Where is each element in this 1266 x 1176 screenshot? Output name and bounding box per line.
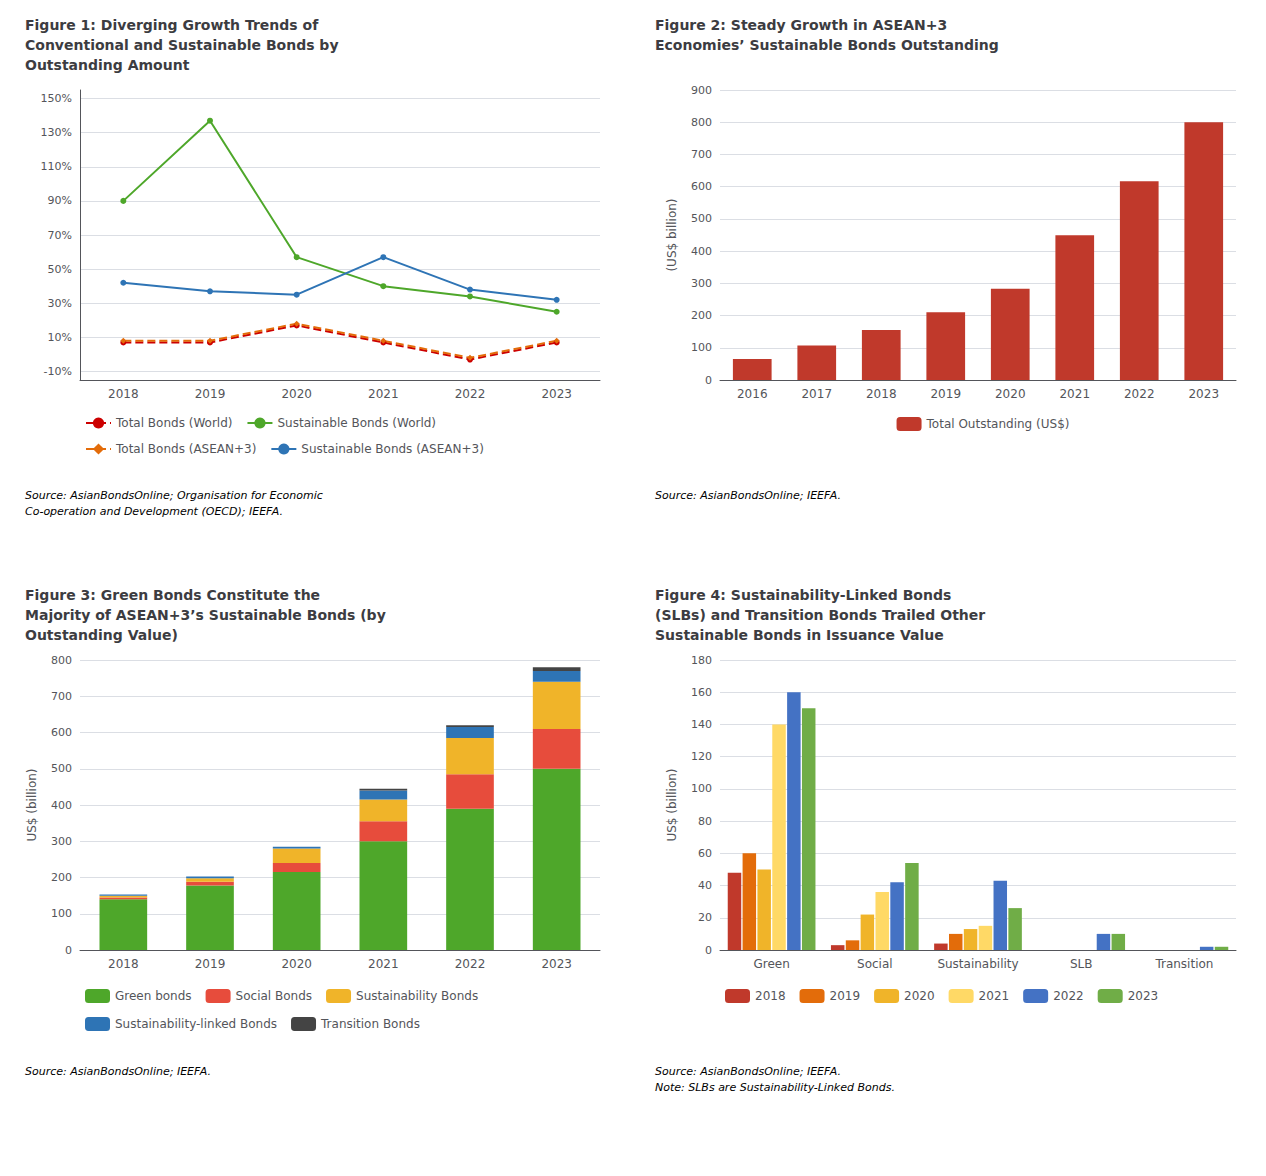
svg-text:700: 700	[691, 148, 712, 161]
svg-text:Majority of ASEAN+3’s Sustaina: Majority of ASEAN+3’s Sustainable Bonds …	[25, 607, 386, 623]
svg-text:0: 0	[705, 944, 712, 957]
svg-text:10%: 10%	[48, 331, 72, 344]
svg-text:2022: 2022	[455, 957, 486, 971]
svg-text:80: 80	[698, 815, 712, 828]
svg-text:Note: SLBs are Sustainability-: Note: SLBs are Sustainability-Linked Bon…	[655, 1081, 895, 1094]
svg-text:(SLBs) and Transition Bonds Tr: (SLBs) and Transition Bonds Trailed Othe…	[655, 607, 985, 623]
svg-text:2019: 2019	[830, 989, 861, 1003]
svg-text:300: 300	[51, 835, 72, 848]
svg-text:Sustainable Bonds in Issuance: Sustainable Bonds in Issuance Value	[655, 627, 944, 643]
svg-text:400: 400	[691, 245, 712, 258]
svg-text:Green bonds: Green bonds	[115, 989, 192, 1003]
svg-text:900: 900	[691, 84, 712, 97]
svg-text:200: 200	[51, 871, 72, 884]
svg-text:2020: 2020	[995, 387, 1026, 401]
svg-text:600: 600	[51, 726, 72, 739]
svg-text:-10%: -10%	[44, 365, 72, 378]
svg-text:US$ (billion): US$ (billion)	[25, 768, 39, 841]
svg-text:90%: 90%	[48, 194, 72, 207]
svg-text:Transition Bonds: Transition Bonds	[320, 1017, 420, 1031]
svg-text:Total Bonds (World): Total Bonds (World)	[115, 416, 232, 430]
svg-text:0: 0	[705, 374, 712, 387]
svg-text:2019: 2019	[195, 957, 226, 971]
svg-text:2023: 2023	[1128, 989, 1159, 1003]
svg-text:500: 500	[691, 212, 712, 225]
svg-text:Social: Social	[857, 957, 893, 971]
svg-text:Total Bonds (ASEAN+3): Total Bonds (ASEAN+3)	[115, 442, 256, 456]
svg-text:500: 500	[51, 762, 72, 775]
svg-text:SLB: SLB	[1070, 957, 1093, 971]
svg-text:Figure 1: Diverging Growth Tre: Figure 1: Diverging Growth Trends of	[25, 17, 319, 33]
svg-text:20: 20	[698, 911, 712, 924]
svg-text:2020: 2020	[281, 957, 312, 971]
svg-text:Source: AsianBondsOnline; IEEF: Source: AsianBondsOnline; IEEFA.	[25, 1065, 211, 1078]
svg-text:140: 140	[691, 718, 712, 731]
svg-text:2019: 2019	[195, 387, 226, 401]
svg-text:Figure 2: Steady Growth in ASE: Figure 2: Steady Growth in ASEAN+3	[655, 17, 947, 33]
svg-text:2021: 2021	[368, 387, 399, 401]
svg-text:Social Bonds: Social Bonds	[236, 989, 312, 1003]
svg-text:Co-operation and Development (: Co-operation and Development (OECD); IEE…	[25, 505, 283, 518]
svg-text:100: 100	[691, 341, 712, 354]
svg-text:700: 700	[51, 690, 72, 703]
svg-text:2018: 2018	[866, 387, 897, 401]
svg-text:30%: 30%	[48, 297, 72, 310]
svg-text:2018: 2018	[108, 957, 139, 971]
svg-text:40: 40	[698, 879, 712, 892]
svg-text:130%: 130%	[41, 126, 72, 139]
svg-text:100: 100	[51, 907, 72, 920]
svg-text:160: 160	[691, 686, 712, 699]
svg-text:2018: 2018	[108, 387, 139, 401]
svg-text:180: 180	[691, 654, 712, 667]
svg-text:2021: 2021	[368, 957, 399, 971]
svg-text:100: 100	[691, 782, 712, 795]
svg-text:300: 300	[691, 277, 712, 290]
svg-text:Sustainable Bonds (World): Sustainable Bonds (World)	[277, 416, 436, 430]
svg-text:Economies’ Sustainable Bonds O: Economies’ Sustainable Bonds Outstanding	[655, 37, 999, 53]
svg-text:2022: 2022	[455, 387, 486, 401]
svg-text:Sustainability: Sustainability	[937, 957, 1018, 971]
svg-text:60: 60	[698, 847, 712, 860]
svg-text:2023: 2023	[1188, 387, 1219, 401]
svg-text:Source: AsianBondsOnline; Orga: Source: AsianBondsOnline; Organisation f…	[25, 489, 323, 502]
svg-text:Sustainable Bonds (ASEAN+3): Sustainable Bonds (ASEAN+3)	[301, 442, 483, 456]
svg-text:50%: 50%	[48, 263, 72, 276]
svg-text:Total Outstanding (US$): Total Outstanding (US$)	[926, 417, 1070, 431]
svg-text:600: 600	[691, 180, 712, 193]
svg-text:Conventional and Sustainable B: Conventional and Sustainable Bonds by	[25, 37, 339, 53]
svg-text:Source: AsianBondsOnline; IEEF: Source: AsianBondsOnline; IEEFA.	[655, 489, 841, 502]
svg-text:2018: 2018	[755, 989, 786, 1003]
svg-text:400: 400	[51, 799, 72, 812]
svg-text:70%: 70%	[48, 229, 72, 242]
svg-text:Outstanding Amount: Outstanding Amount	[25, 57, 190, 73]
svg-text:2022: 2022	[1124, 387, 1155, 401]
svg-text:0: 0	[65, 944, 72, 957]
svg-text:2017: 2017	[801, 387, 832, 401]
svg-text:Source: AsianBondsOnline; IEEF: Source: AsianBondsOnline; IEEFA.	[655, 1065, 841, 1078]
svg-text:800: 800	[51, 654, 72, 667]
svg-text:2016: 2016	[737, 387, 768, 401]
svg-text:2020: 2020	[904, 989, 935, 1003]
svg-text:120: 120	[691, 750, 712, 763]
svg-text:Transition: Transition	[1154, 957, 1213, 971]
svg-text:200: 200	[691, 309, 712, 322]
svg-text:2020: 2020	[281, 387, 312, 401]
svg-text:2021: 2021	[1059, 387, 1090, 401]
svg-text:2023: 2023	[541, 957, 572, 971]
svg-text:150%: 150%	[41, 92, 72, 105]
svg-text:110%: 110%	[41, 160, 72, 173]
svg-text:Figure 3: Green Bonds Constitu: Figure 3: Green Bonds Constitute the	[25, 587, 320, 603]
svg-text:Outstanding Value): Outstanding Value)	[25, 627, 178, 643]
svg-text:Figure 4: Sustainability-Linke: Figure 4: Sustainability-Linked Bonds	[655, 587, 951, 603]
svg-text:2022: 2022	[1053, 989, 1084, 1003]
svg-text:US$ (billion): US$ (billion)	[665, 768, 679, 841]
svg-text:2021: 2021	[979, 989, 1010, 1003]
svg-text:Sustainability Bonds: Sustainability Bonds	[356, 989, 478, 1003]
svg-text:800: 800	[691, 116, 712, 129]
svg-text:(US$ billion): (US$ billion)	[665, 198, 679, 271]
svg-text:Green: Green	[753, 957, 789, 971]
svg-text:Sustainability-linked Bonds: Sustainability-linked Bonds	[115, 1017, 277, 1031]
svg-text:2019: 2019	[930, 387, 961, 401]
svg-text:2023: 2023	[541, 387, 572, 401]
